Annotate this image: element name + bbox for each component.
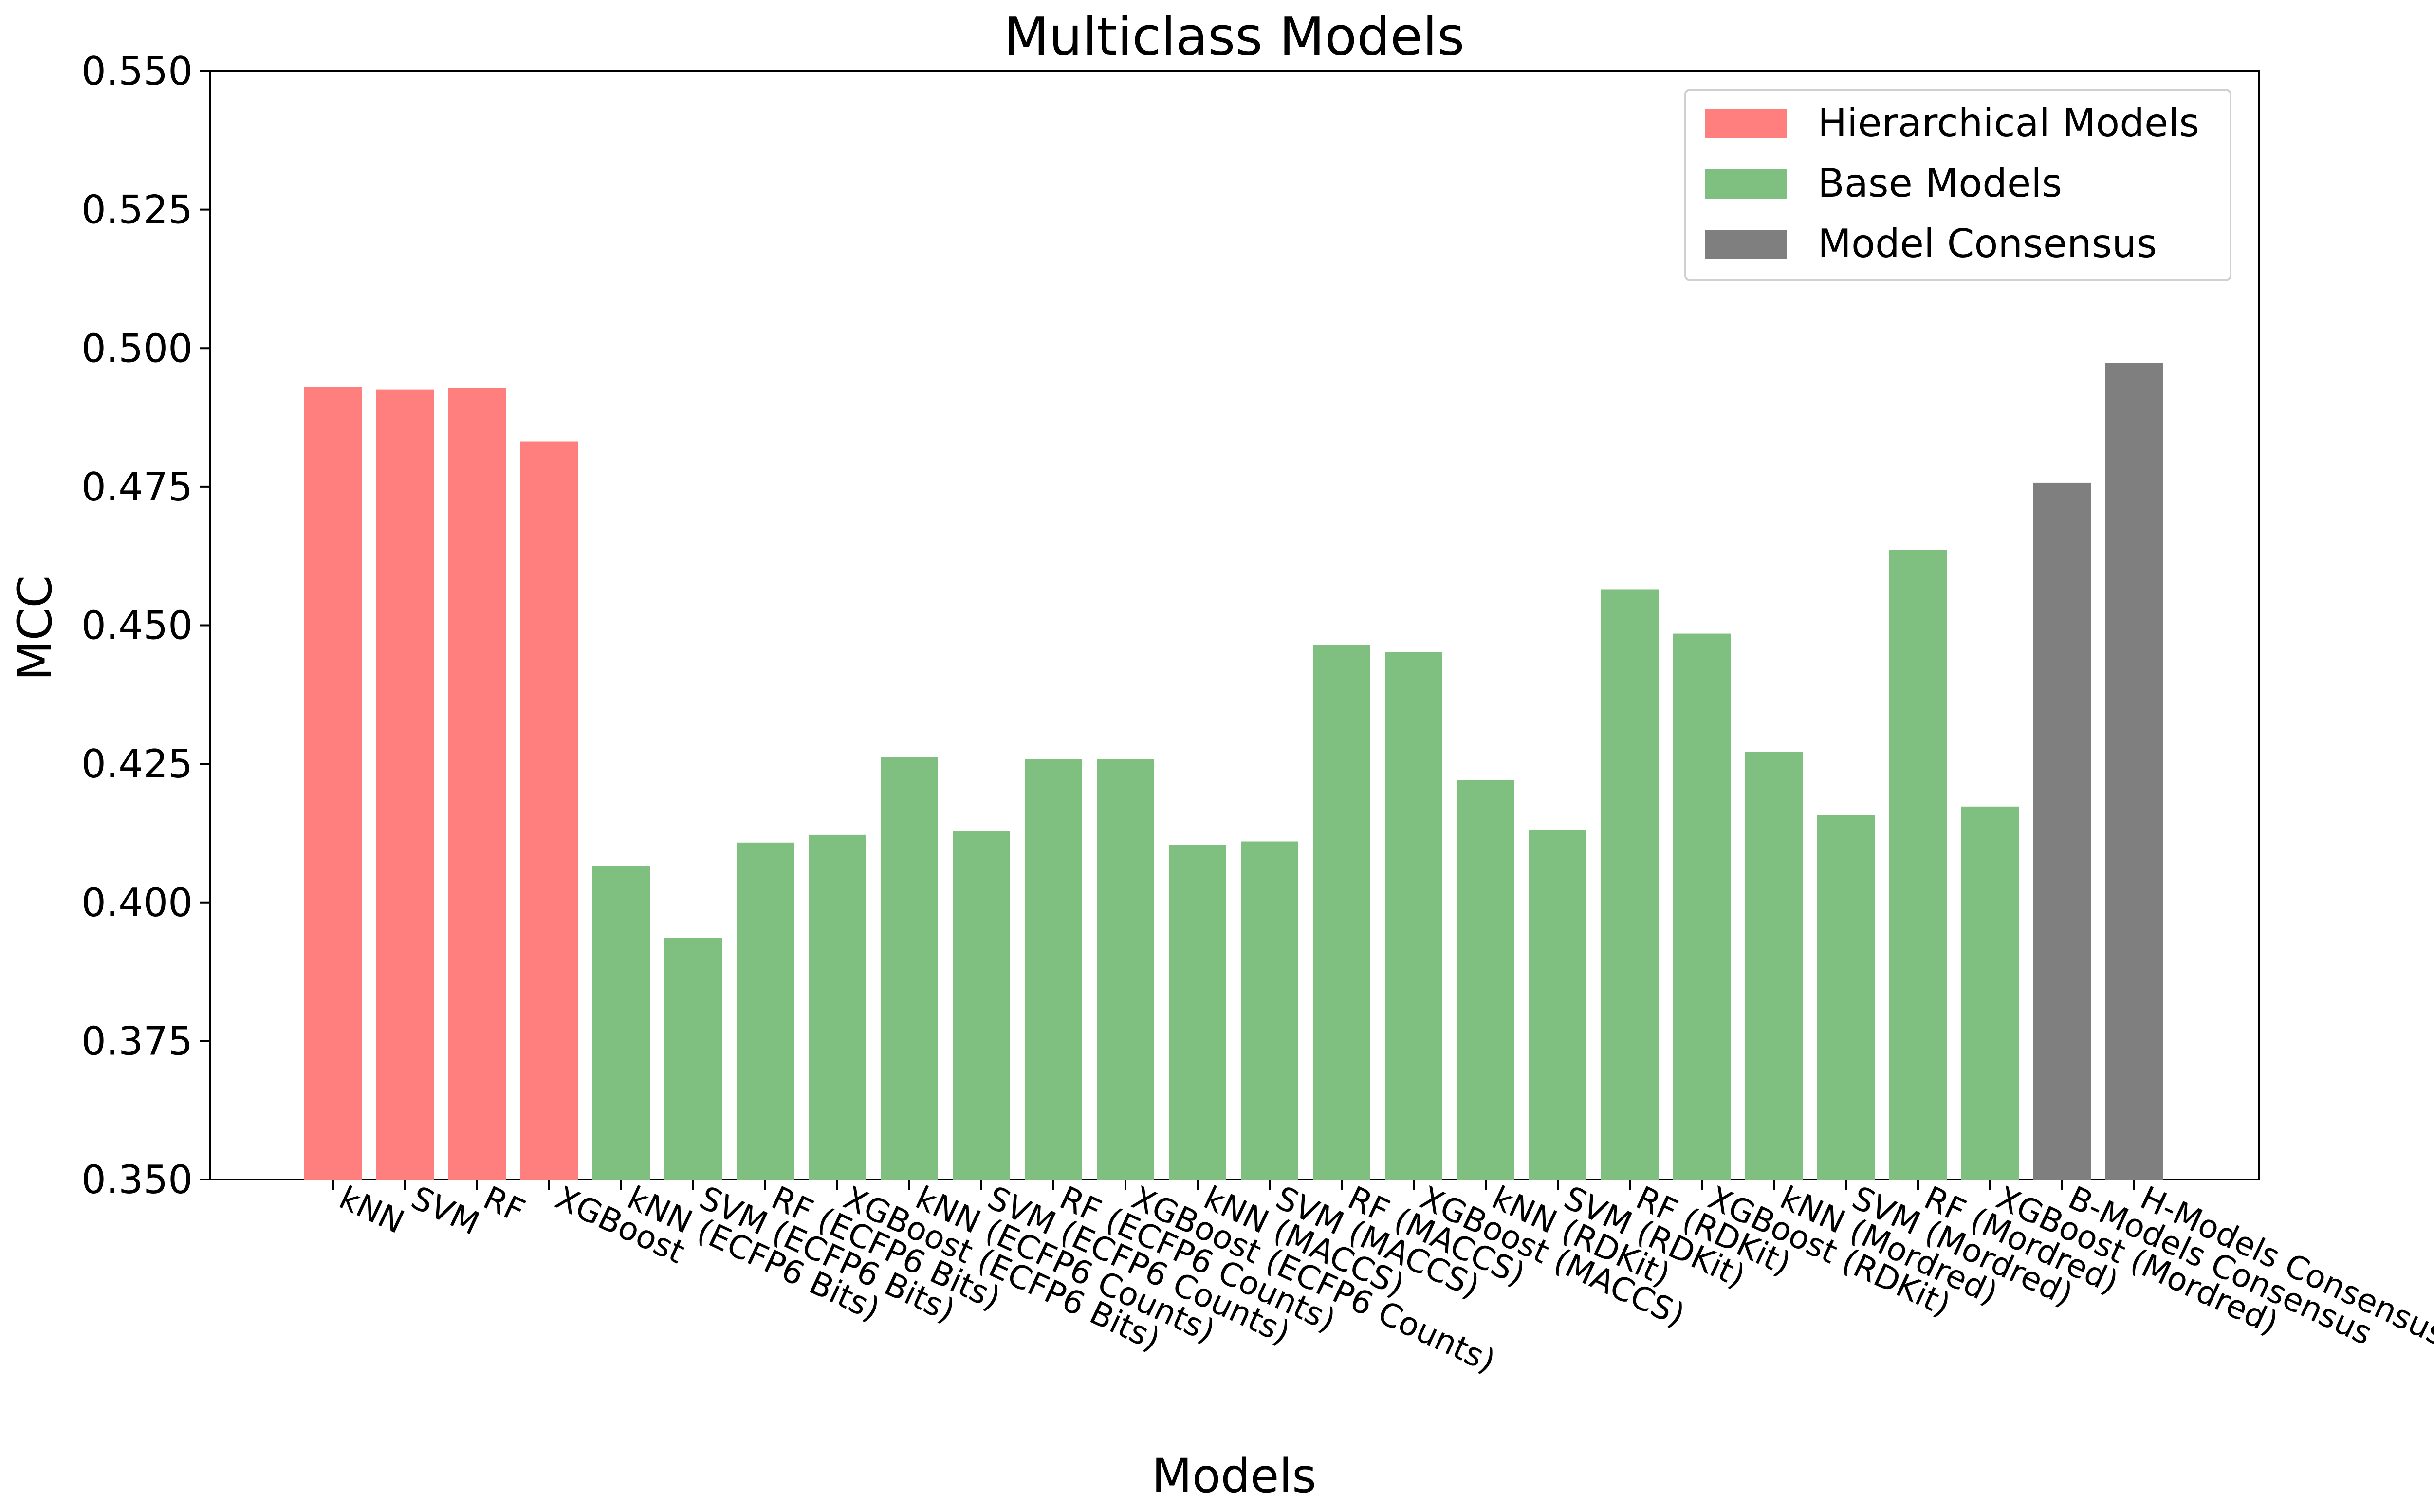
- bar: [1457, 780, 1514, 1180]
- y-tick-label: 0.375: [81, 1018, 193, 1064]
- legend-label: Hierarchical Models: [1818, 100, 2199, 146]
- y-tick-label: 0.525: [81, 187, 193, 233]
- y-axis: 0.350 0.375 0.400 0.425 0.450 0.475 0.500 0.525…: [81, 49, 210, 1202]
- bars-group: [304, 363, 2163, 1180]
- bar: [592, 866, 650, 1180]
- bar: [1385, 652, 1442, 1180]
- bar: [1961, 806, 2019, 1180]
- y-tick-label: 0.550: [81, 49, 193, 94]
- x-tick-label: RF: [478, 1179, 531, 1230]
- bar: [1169, 845, 1226, 1180]
- bar: [953, 831, 1010, 1180]
- bar: [304, 387, 362, 1180]
- bar: [2033, 482, 2091, 1180]
- bar: [1817, 815, 1875, 1180]
- x-axis-label: Models: [1152, 1449, 1316, 1503]
- bar: [1601, 589, 1659, 1180]
- plot-area: 0.350 0.375 0.400 0.425 0.450 0.475 0.500 0.525…: [81, 49, 2434, 1381]
- y-tick-label: 0.450: [81, 603, 193, 648]
- bar: [664, 938, 722, 1180]
- bar: [2105, 363, 2163, 1180]
- y-axis-label: MCC: [8, 575, 62, 681]
- bar: [1241, 841, 1298, 1180]
- bar: [1097, 759, 1154, 1180]
- bar: [881, 757, 938, 1180]
- bar: [1529, 830, 1586, 1180]
- bar: [520, 441, 578, 1180]
- legend-swatch: [1705, 230, 1787, 259]
- legend-swatch: [1705, 109, 1787, 138]
- y-tick-label: 0.500: [81, 326, 193, 371]
- bar: [1025, 759, 1082, 1180]
- bar: [1745, 752, 1803, 1180]
- bar: [1313, 645, 1370, 1180]
- bar: [1673, 633, 1731, 1180]
- y-tick-label: 0.475: [81, 464, 193, 510]
- y-tick-label: 0.350: [81, 1157, 193, 1202]
- x-tick-label: kNN: [333, 1179, 410, 1241]
- legend-label: Model Consensus: [1818, 221, 2157, 266]
- chart-title: Multiclass Models: [1004, 6, 1465, 67]
- y-tick-label: 0.425: [81, 741, 193, 787]
- bar: [376, 389, 434, 1180]
- bar: [737, 842, 794, 1180]
- legend-label: Base Models: [1818, 161, 2062, 206]
- legend: Hierarchical Models Base Models Model Cons…: [1684, 89, 2231, 281]
- y-tick-label: 0.400: [81, 880, 193, 925]
- legend-swatch: [1705, 169, 1787, 199]
- legend-box: [1684, 89, 2231, 281]
- bar: [809, 834, 866, 1180]
- x-tick-label: SVM: [406, 1179, 485, 1243]
- bar: [1889, 550, 1947, 1180]
- bar: [448, 388, 506, 1180]
